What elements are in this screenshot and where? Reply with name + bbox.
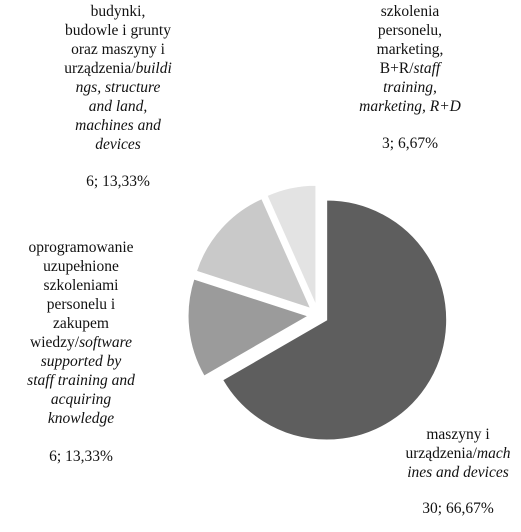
slice-label-software: oprogramowanie uzupełnione szkoleniami pers… bbox=[0, 238, 162, 466]
label-line: personelu i bbox=[46, 296, 116, 313]
label-line: training, bbox=[383, 79, 437, 96]
slice-category-text: budynki, budowle i grunty oraz maszyny i ur… bbox=[40, 2, 196, 154]
label-line: supported by bbox=[40, 353, 122, 370]
label-line: ngs, structure bbox=[75, 79, 161, 96]
label-line: uzupełnione bbox=[43, 258, 119, 275]
slice-staff-training bbox=[266, 184, 317, 306]
slice-software bbox=[187, 278, 310, 377]
label-line: marketing, R+D bbox=[359, 98, 461, 115]
label-line: ines and devices bbox=[407, 464, 509, 481]
label-line: staff training and bbox=[27, 372, 135, 389]
label-line: zakupem bbox=[53, 315, 109, 332]
label-line: budynki, bbox=[90, 3, 146, 20]
label-line: wiedzy/software bbox=[30, 334, 132, 351]
label-line: marketing, bbox=[376, 41, 444, 58]
label-line: knowledge bbox=[47, 410, 115, 427]
label-line: devices bbox=[95, 136, 141, 153]
label-line: urządzenia/buildi bbox=[64, 60, 172, 77]
slice-category-text: maszyny i urządzenia/mach ines and devices bbox=[395, 425, 521, 482]
slice-category-text: szkolenia personelu, marketing, B+R/staff tr… bbox=[340, 2, 480, 116]
label-line: and land, bbox=[88, 98, 148, 115]
label-line: acquiring bbox=[50, 391, 112, 408]
slice-buildings bbox=[195, 198, 312, 310]
slice-category-text: oprogramowanie uzupełnione szkoleniami pers… bbox=[0, 238, 162, 428]
label-line: maszyny i bbox=[426, 426, 490, 443]
label-line: oprogramowanie bbox=[28, 239, 134, 256]
slice-label-buildings: budynki, budowle i grunty oraz maszyny i ur… bbox=[40, 2, 196, 191]
label-line: machines and bbox=[75, 117, 161, 134]
slice-label-staff-training: szkolenia personelu, marketing, B+R/staff tr… bbox=[340, 2, 480, 153]
label-line: B+R/staff bbox=[379, 60, 441, 77]
label-line: urządzenia/mach bbox=[405, 445, 511, 462]
label-line: szkoleniami bbox=[43, 277, 119, 294]
label-line: budowle i grunty bbox=[65, 22, 171, 39]
label-line: personelu, bbox=[377, 22, 443, 39]
label-line: szkolenia bbox=[380, 3, 440, 20]
label-line: oraz maszyny i bbox=[71, 41, 165, 58]
slice-label-machines: maszyny i urządzenia/mach ines and devices… bbox=[395, 425, 521, 518]
slice-machines bbox=[222, 199, 448, 441]
